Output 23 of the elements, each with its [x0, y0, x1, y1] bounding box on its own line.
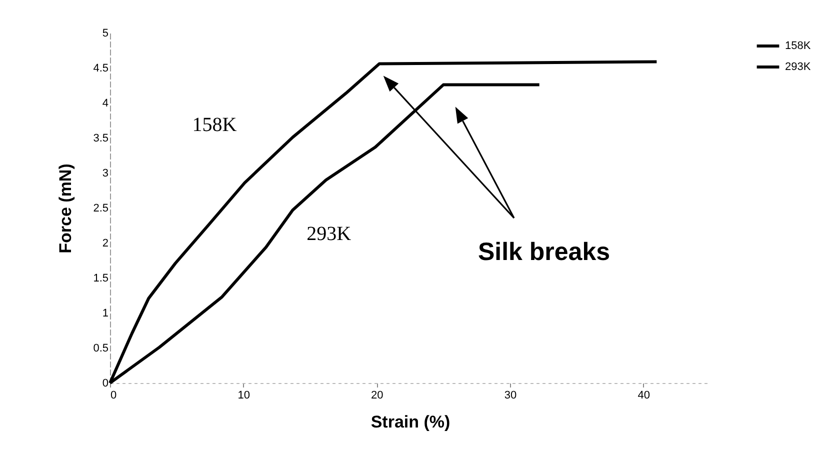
- annotation: Silk breaks: [478, 238, 610, 266]
- y-tick-label: 3.5: [93, 132, 108, 144]
- y-tick-label: 5: [102, 28, 108, 40]
- x-tick-label: 10: [238, 390, 250, 402]
- y-tick-label: 3: [102, 168, 108, 180]
- x-axis-title: Strain (%): [370, 412, 450, 432]
- text: 158K: [192, 114, 237, 136]
- text: 293K: [306, 223, 352, 246]
- x-tick-label: 40: [638, 390, 650, 402]
- y-tick-label: 0.5: [93, 342, 108, 354]
- legend-label: 158K: [785, 40, 812, 52]
- y-tick-label: 1: [102, 308, 108, 320]
- y-tick-label: 1.5: [93, 272, 108, 284]
- y-tick-label: 4: [102, 98, 108, 110]
- y-tick-label: 2.5: [93, 202, 108, 214]
- y-tick-label: 2: [102, 238, 108, 250]
- x-tick-label: 20: [371, 390, 384, 402]
- y-axis-title: Force (mN): [56, 164, 76, 254]
- x-tick-label: 30: [504, 390, 517, 402]
- legend-label: 293K: [785, 61, 812, 73]
- y-tick-label: 0: [102, 378, 108, 390]
- y-tick-label: 4.5: [93, 62, 108, 74]
- x-tick-label: 0: [110, 390, 117, 402]
